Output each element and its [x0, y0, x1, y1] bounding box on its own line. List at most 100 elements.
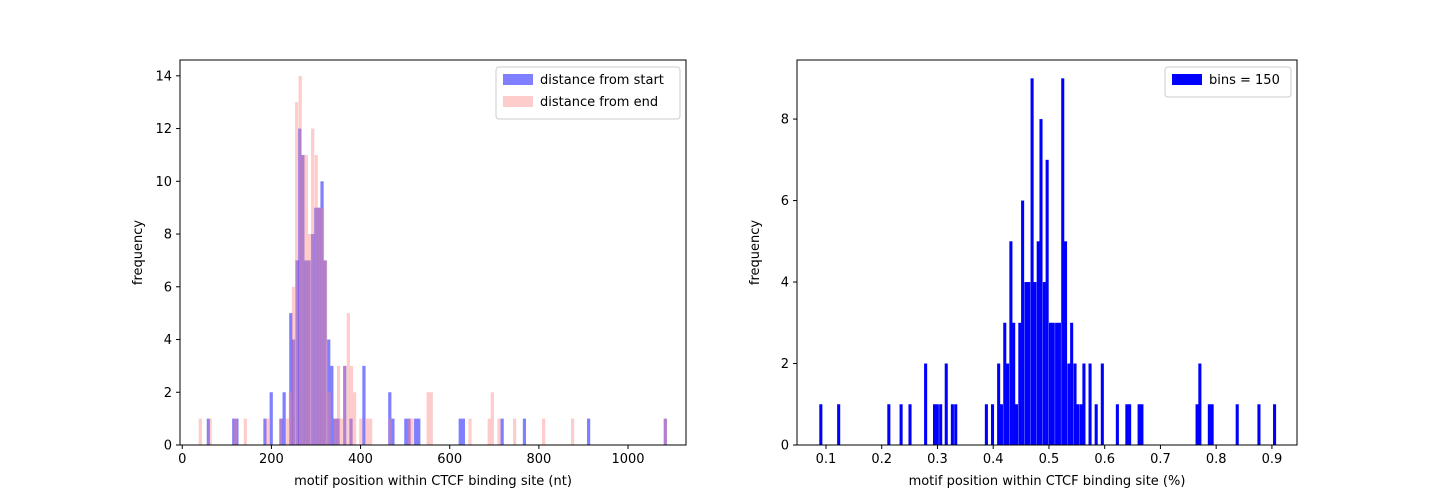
histogram-bar	[304, 260, 308, 445]
histogram-bar	[1076, 404, 1080, 445]
histogram-bar	[1082, 363, 1086, 445]
x-tick-label: 0.6	[1094, 452, 1115, 467]
histogram-bar	[1128, 404, 1132, 445]
chart-2: 0.1 0.2 0.3 0.4 0.5 0.6 0.7 0.8 0.9 0 2 4 6 8 motif po…	[748, 59, 1298, 489]
histogram-bar	[340, 418, 344, 445]
y-tick-label: 10	[155, 175, 172, 190]
histogram-bar	[388, 392, 392, 445]
histogram-bar	[282, 392, 286, 445]
histogram-bar	[407, 418, 411, 445]
histogram-bar	[323, 260, 327, 445]
histogram-bar	[663, 418, 667, 445]
histogram-bar	[1210, 404, 1214, 445]
histogram-bar	[1198, 363, 1202, 445]
histogram-bar	[233, 418, 238, 445]
histogram-bar	[206, 418, 210, 445]
histogram-bar	[388, 418, 392, 445]
histogram-bar	[1140, 404, 1144, 445]
histogram-bar	[291, 286, 296, 445]
histogram-bar	[899, 404, 903, 445]
histogram-bar	[1061, 78, 1065, 445]
legend-swatch	[1172, 74, 1202, 85]
y-tick-label: 6	[781, 194, 789, 209]
histogram-bar	[314, 207, 318, 445]
histogram-bar	[1100, 363, 1104, 445]
x-tick-label: 0	[178, 452, 186, 467]
histogram-bar	[1088, 363, 1092, 445]
histogram-bar	[311, 234, 315, 445]
histogram-bar	[330, 365, 334, 445]
y-axis-label: frequency	[748, 220, 763, 286]
histogram-bar	[333, 418, 337, 445]
x-axis-label: motif position within CTCF binding site …	[294, 474, 572, 489]
histogram-bar	[837, 404, 841, 445]
y-tick-label: 8	[164, 228, 172, 243]
y-tick-label: 4	[781, 276, 789, 291]
x-tick-label: 0.2	[871, 452, 892, 467]
histogram-bar	[414, 418, 418, 445]
histogram-bar	[289, 313, 293, 445]
histogram-bar	[343, 365, 347, 445]
histogram-bar	[301, 154, 305, 445]
x-tick-label: 800	[526, 452, 551, 467]
y-tick-label: 0	[781, 439, 789, 454]
y-tick-label: 2	[164, 386, 172, 401]
plot-frame	[179, 59, 687, 446]
histogram-bar	[999, 404, 1003, 445]
chart-1: 0 200 400 600 800 1000 0 2 4 6 8 10 12 14 motif positi…	[131, 59, 687, 489]
y-axis-label: frequency	[131, 220, 146, 286]
histogram-bar	[314, 154, 318, 445]
histogram-bar	[1115, 404, 1119, 445]
histogram-bar	[513, 418, 517, 445]
histogram-bar	[298, 128, 302, 445]
histogram-bar	[304, 154, 309, 445]
histogram-bar	[1039, 119, 1043, 445]
histogram-bar	[984, 404, 988, 445]
y-tick-label: 8	[781, 113, 789, 128]
histogram-bar	[1079, 404, 1083, 445]
legend-label: distance from start	[540, 73, 664, 88]
x-tick-label: 0.1	[816, 452, 837, 467]
histogram-bar	[1033, 282, 1037, 445]
histogram-bar	[1006, 363, 1010, 445]
histogram-bar	[939, 404, 943, 445]
histogram-bar	[1125, 404, 1129, 445]
x-axis-label: motif position within CTCF binding site …	[909, 474, 1186, 489]
histogram-bar	[407, 418, 411, 445]
legend-box	[495, 66, 681, 120]
histogram-bar	[1257, 404, 1261, 445]
histogram-bar	[198, 418, 202, 445]
histogram-bar	[285, 418, 289, 445]
histogram-bar	[1137, 404, 1141, 445]
histogram-bar	[349, 418, 353, 445]
x-tick-label: 1000	[611, 452, 644, 467]
histogram-bar	[429, 392, 433, 445]
histogram-bar	[1055, 322, 1059, 445]
histogram-bar	[1195, 404, 1199, 445]
series-2	[198, 75, 667, 445]
histogram-bar	[369, 418, 373, 445]
histogram-bar	[522, 418, 527, 445]
x-tick-label: 0.9	[1262, 452, 1283, 467]
histogram-bar	[1014, 404, 1019, 445]
histogram-bar	[343, 365, 347, 445]
histogram-bar	[317, 207, 321, 445]
legend-label: distance from end	[540, 95, 658, 110]
histogram-bar	[570, 418, 575, 445]
histogram-bar	[950, 404, 954, 445]
histogram-bar	[458, 418, 462, 445]
histogram-bar	[359, 418, 363, 445]
legend: distance from start distance from end	[495, 66, 681, 120]
plot-frame	[796, 59, 1298, 446]
histogram-bar	[1003, 322, 1007, 445]
histogram-bar	[426, 392, 430, 445]
histogram-bar	[291, 339, 296, 445]
histogram-bar	[362, 365, 366, 445]
histogram-bar	[954, 404, 958, 445]
histogram-bar	[346, 313, 350, 445]
histogram-bar	[336, 365, 341, 445]
histogram-bar	[933, 404, 937, 445]
histogram-bar	[320, 181, 324, 446]
y-tick-label: 12	[155, 122, 172, 137]
x-tick-label: 200	[259, 452, 284, 467]
